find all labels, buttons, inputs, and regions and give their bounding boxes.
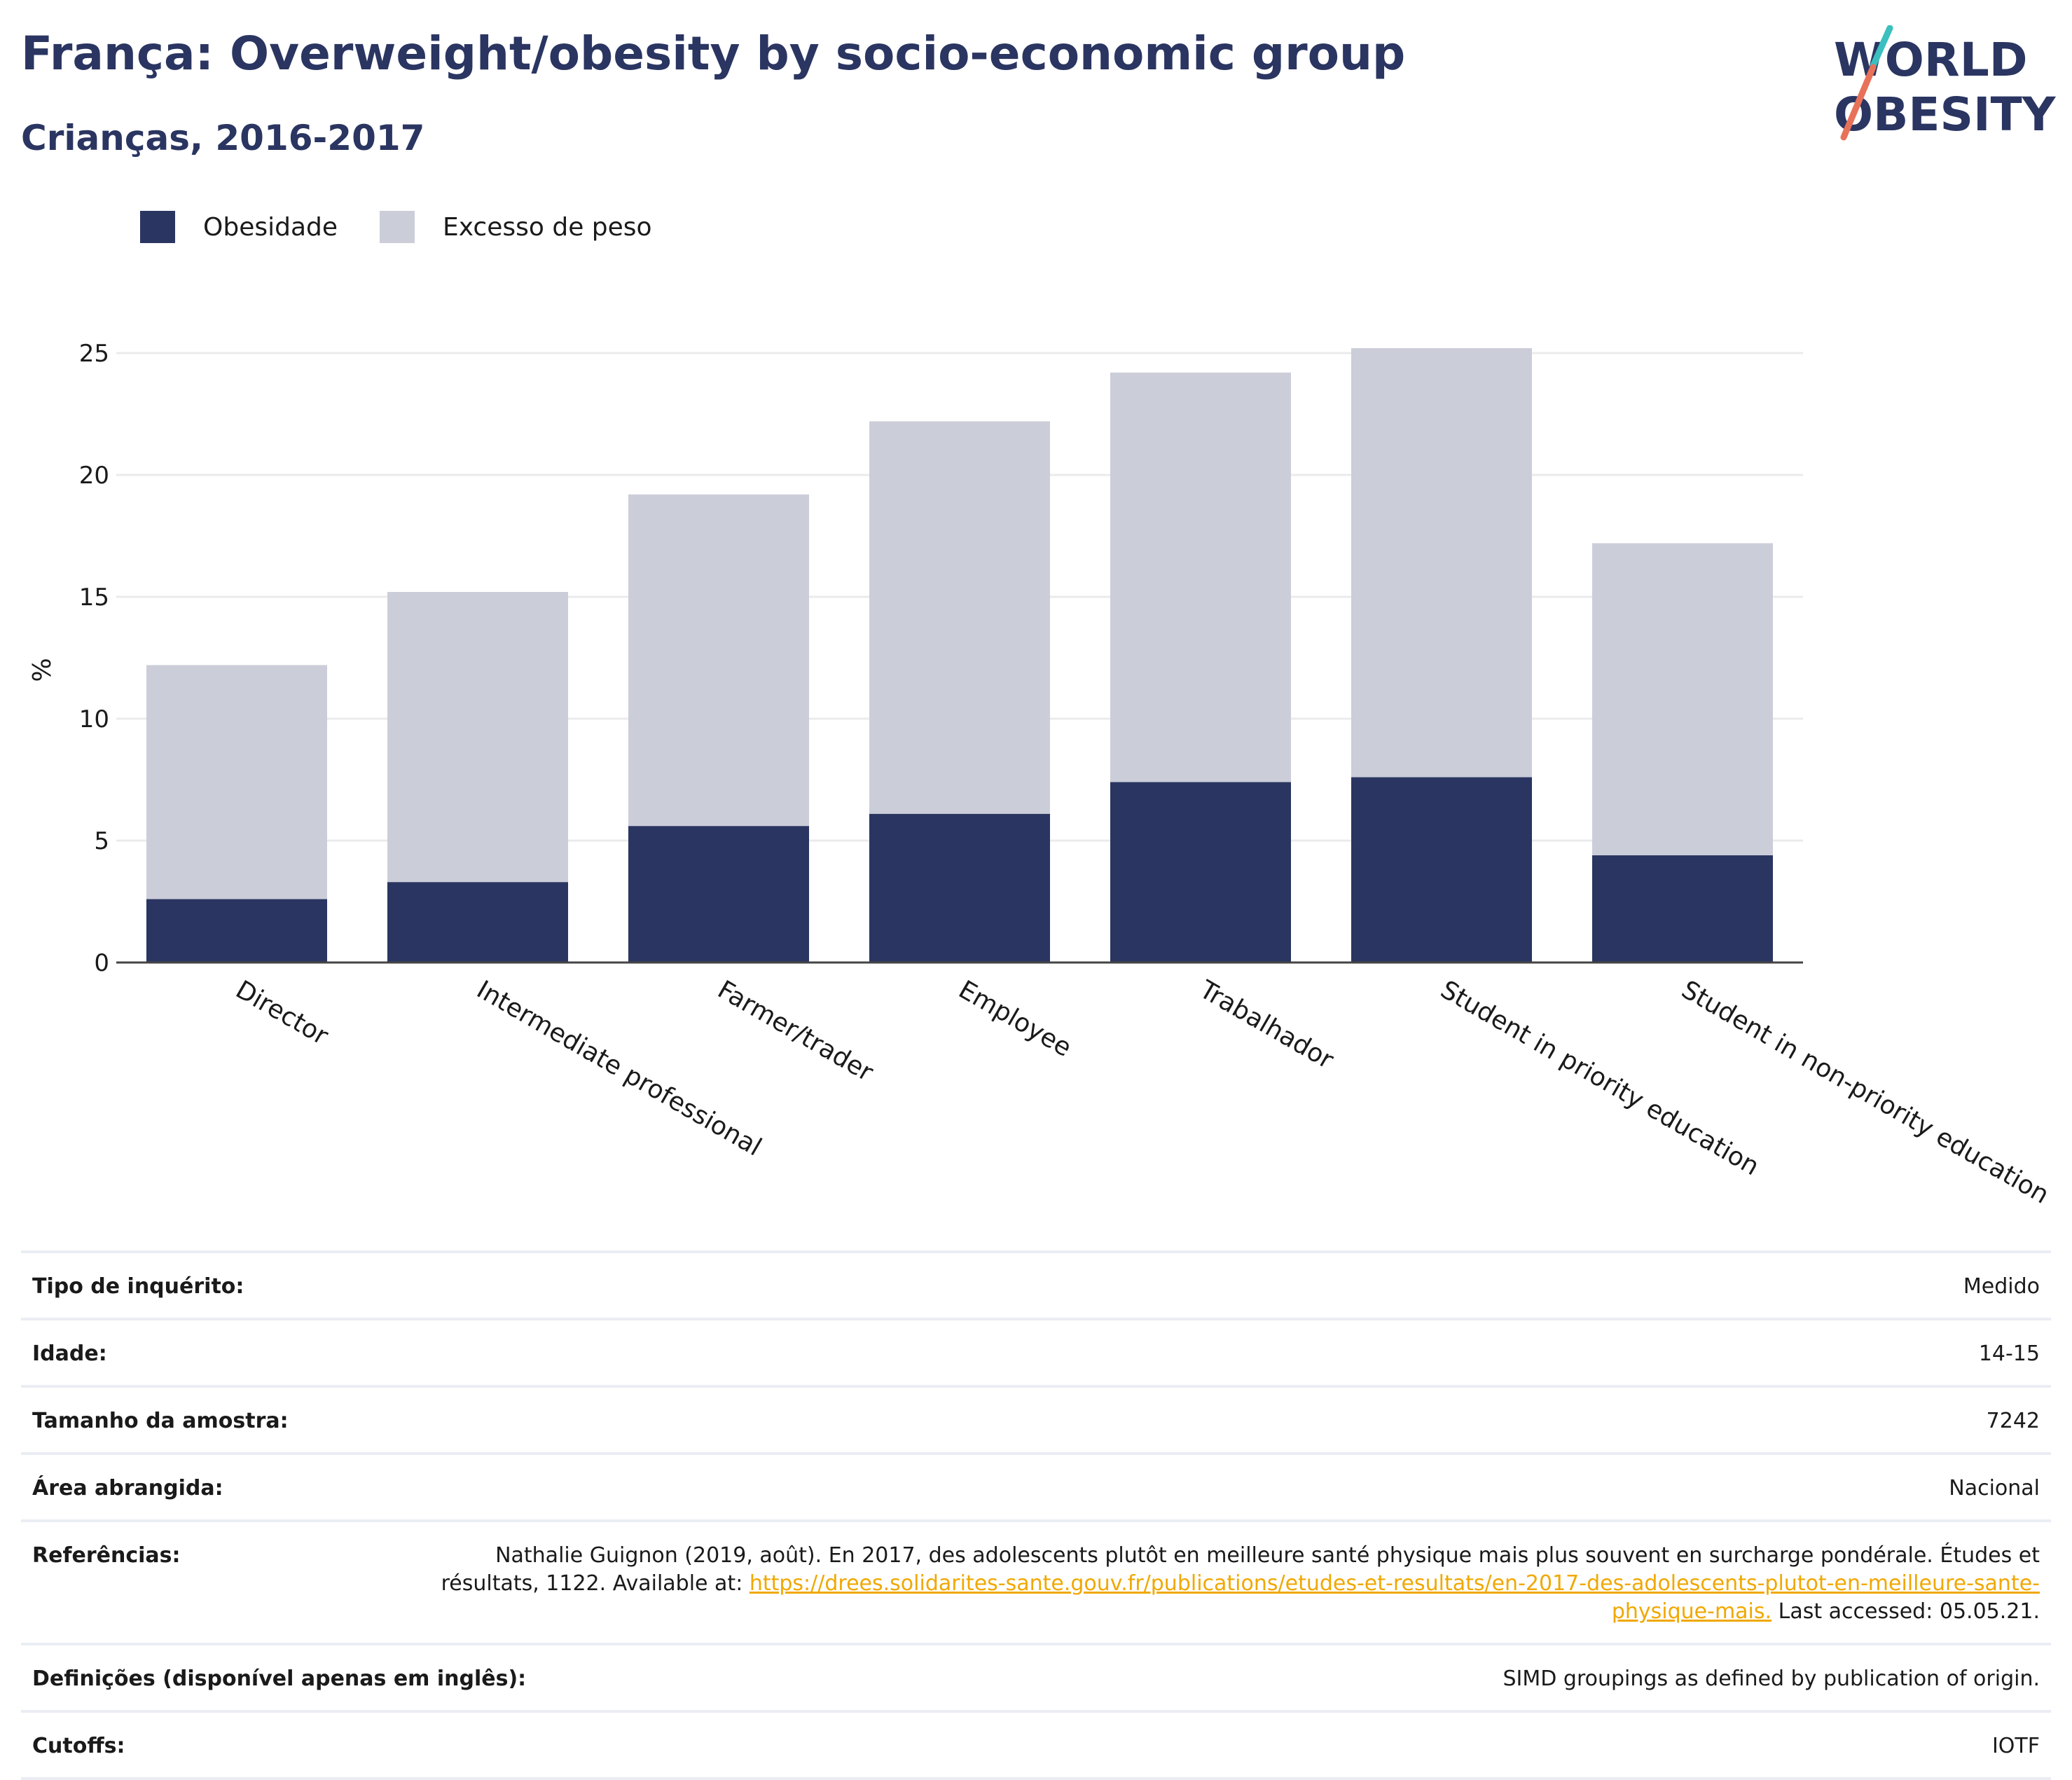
bar-obesity bbox=[1110, 782, 1291, 963]
meta-value: SIMD groupings as defined by publication… bbox=[1503, 1667, 2040, 1691]
meta-row-references: Referências: Nathalie Guignon (2019, aoû… bbox=[21, 1519, 2051, 1643]
meta-value: 14-15 bbox=[1978, 1341, 2040, 1366]
bar-overweight bbox=[869, 421, 1050, 814]
bar-overweight bbox=[1351, 348, 1532, 778]
legend-label-overweight: Excesso de peso bbox=[443, 212, 652, 242]
y-tick-label: 25 bbox=[79, 340, 109, 368]
meta-row-area: Área abrangida: Nacional bbox=[21, 1452, 2051, 1519]
meta-label: Tipo de inquérito: bbox=[32, 1274, 244, 1299]
meta-label: Área abrangida: bbox=[32, 1476, 223, 1500]
bar-obesity bbox=[1351, 777, 1532, 963]
bar-overweight bbox=[387, 592, 568, 883]
bar-obesity bbox=[628, 826, 809, 963]
y-tick-label: 0 bbox=[94, 949, 109, 977]
bar-obesity bbox=[1592, 855, 1773, 963]
world-obesity-logo: WORLD OBESITY bbox=[1834, 25, 2057, 142]
bar-overweight bbox=[146, 665, 327, 899]
meta-label: Referências: bbox=[32, 1543, 181, 1568]
logo-word-2: OBESITY bbox=[1834, 88, 2057, 142]
legend-item-overweight: Excesso de peso bbox=[380, 211, 652, 243]
y-tick-label: 10 bbox=[79, 705, 109, 733]
logo-slash-teal bbox=[1870, 25, 1893, 69]
reference-link[interactable]: https://drees.solidarites-sante.gouv.fr/… bbox=[749, 1571, 2040, 1624]
reference-accessed: Last accessed: 05.05.21. bbox=[1771, 1599, 2040, 1624]
bar-obesity bbox=[146, 899, 327, 963]
logo-slash-coral bbox=[1840, 64, 1877, 141]
meta-value: Medido bbox=[1963, 1274, 2040, 1299]
legend-label-obesity: Obesidade bbox=[203, 212, 338, 242]
meta-row-age: Idade: 14-15 bbox=[21, 1318, 2051, 1385]
meta-label: Cutoffs: bbox=[32, 1734, 125, 1758]
bar-overweight bbox=[628, 494, 809, 827]
x-tick-label: Student in non-priority education bbox=[1677, 975, 2054, 1210]
x-tick-label: Trabalhador bbox=[1194, 975, 1339, 1075]
x-tick-label: Director bbox=[231, 975, 333, 1051]
bar-overweight bbox=[1110, 372, 1291, 782]
y-tick-label: 5 bbox=[94, 827, 109, 855]
y-tick-label: 20 bbox=[79, 462, 109, 490]
meta-label: Tamanho da amostra: bbox=[32, 1409, 289, 1433]
meta-row-survey-type: Tipo de inquérito: Medido bbox=[21, 1250, 2051, 1318]
bar-overweight bbox=[1592, 543, 1773, 855]
bar-obesity bbox=[869, 813, 1050, 963]
legend-swatch-obesity bbox=[140, 211, 175, 243]
reference-text: Nathalie Guignon (2019, août). En 2017, … bbox=[415, 1542, 2040, 1626]
chart-subtitle: Crianças, 2016-2017 bbox=[21, 118, 425, 158]
meta-value: Nacional bbox=[1949, 1476, 2040, 1500]
y-axis-label: % bbox=[28, 658, 57, 682]
meta-value: IOTF bbox=[1991, 1734, 2040, 1758]
y-tick-label: 15 bbox=[79, 584, 109, 612]
meta-row-cutoffs: Cutoffs: IOTF bbox=[21, 1710, 2051, 1780]
legend-item-obesity: Obesidade bbox=[140, 211, 338, 243]
meta-label: Idade: bbox=[32, 1341, 107, 1366]
legend: Obesidade Excesso de peso bbox=[140, 209, 694, 245]
meta-row-sample-size: Tamanho da amostra: 7242 bbox=[21, 1385, 2051, 1452]
chart-title: França: Overweight/obesity by socio-econ… bbox=[21, 27, 1406, 81]
reference-citation: Nathalie Guignon (2019, août). En 2017, … bbox=[441, 1543, 2040, 1596]
meta-label: Definições (disponível apenas em inglês)… bbox=[32, 1667, 527, 1691]
x-tick-label: Employee bbox=[954, 975, 1077, 1063]
meta-value: 7242 bbox=[1986, 1409, 2040, 1433]
legend-swatch-overweight bbox=[380, 211, 415, 243]
x-tick-label: Farmer/trader bbox=[713, 975, 878, 1087]
bar-obesity bbox=[387, 882, 568, 963]
metadata-table: Tipo de inquérito: Medido Idade: 14-15 T… bbox=[21, 1250, 2051, 1780]
meta-row-definitions: Definições (disponível apenas em inglês)… bbox=[21, 1643, 2051, 1710]
